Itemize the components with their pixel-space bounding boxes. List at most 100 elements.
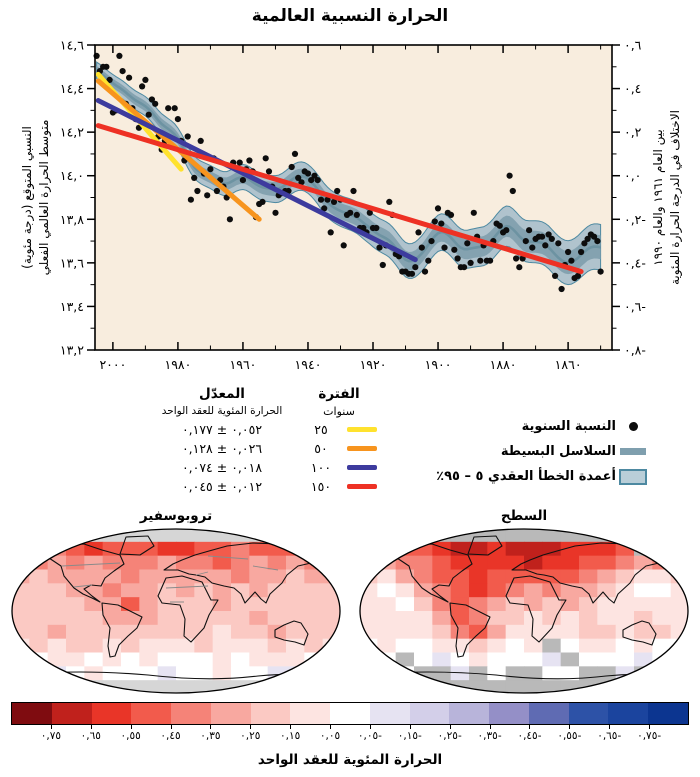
colorbar-boundary-label: ٠,٤٥ <box>160 730 181 742</box>
svg-text:٠,٢-: ٠,٢- <box>624 212 646 227</box>
colorbar-boundary-label: ٠,٥٥ <box>120 730 141 742</box>
colorbar-boundary-tick <box>609 725 611 729</box>
dot-symbol-icon <box>616 422 650 431</box>
colorbar-boundary-tick <box>649 725 651 729</box>
trend-color-swatch <box>344 465 380 470</box>
colorbar-segment <box>91 703 132 724</box>
svg-text:٠,٤-: ٠,٤- <box>624 255 646 270</box>
colorbar-boundary-label: ٠,٢٥- <box>437 730 462 742</box>
legend-section: الفترة المعدّل سنوات الحرارة المئوية للع… <box>0 380 700 507</box>
svg-text:٠,٦-: ٠,٦- <box>624 299 646 314</box>
svg-text:النسبي المتوقع (درجة مئوية): النسبي المتوقع (درجة مئوية) <box>20 126 35 269</box>
trend-period-value: ٢٥ <box>314 422 328 437</box>
trend-period-value: ١٥٠ <box>310 479 332 494</box>
temperature-time-series-chart: ١٤,٦ ١٤,٤ ١٤,٢ ١٤,٠ ١٣,٨ ١٣,٦ ١٣,٤ ١٣,٢ ٠,٦ ٠,٤ ٠,… <box>20 38 683 373</box>
trend-legend-row: ١٥٠ ٠,٠١٢ ± ٠,٠٤٥ <box>136 477 380 496</box>
colorbar-segment <box>608 703 649 724</box>
trend-legend-row: ١٠٠ ٠,٠١٨ ± ٠,٠٧٤ <box>136 458 380 477</box>
svg-text:١٣,٨: ١٣,٨ <box>60 212 84 227</box>
svg-text:٠,٦: ٠,٦ <box>624 38 642 53</box>
series-legend-item: النسبة السنوية <box>400 414 650 439</box>
bar-symbol-icon <box>616 448 650 455</box>
colorbar-boundary-label: ٠,٧٥- <box>637 730 662 742</box>
colorbar-segment <box>290 703 331 724</box>
colorbar-boundary-label: ٠,٤٥- <box>517 730 542 742</box>
svg-text:متوسط الحرارة العالمي الفعلي: متوسط الحرارة العالمي الفعلي <box>37 120 52 276</box>
series-legend-label: النسبة السنوية <box>521 419 616 434</box>
colorbar-segment <box>12 703 52 724</box>
rate-unit-label: الحرارة المئوية للعقد الواحد <box>161 405 283 417</box>
trend-rate-value: ٠,٠٥٢ ± ٠,١٧٧ <box>181 422 263 437</box>
colorbar-boundary-label: ٠,٣٥- <box>477 730 502 742</box>
trend-color-swatch <box>344 446 380 451</box>
colorbar-boundary-label: ٠,١٥ <box>280 730 301 742</box>
colorbar-boundary-tick <box>369 725 371 729</box>
colorbar-boundary-tick <box>569 725 571 729</box>
colorbar-boundary-tick <box>449 725 451 729</box>
trend-color-swatch <box>344 427 380 432</box>
svg-text:٢٠٠٠: ٢٠٠٠ <box>99 357 126 372</box>
trend-rate-legend: الفترة المعدّل سنوات الحرارة المئوية للع… <box>136 382 380 496</box>
trend-legend-subheader: سنوات الحرارة المئوية للعقد الواحد <box>136 402 380 420</box>
series-legend-item: السلاسل البسيطة <box>400 439 650 464</box>
surface-map-block: السطح <box>354 507 694 699</box>
colorbar-segment <box>250 703 291 724</box>
trend-legend-header: الفترة المعدّل <box>136 382 380 402</box>
trend-rate-value: ٠,٠٢٦ ± ٠,١٢٨ <box>181 441 263 456</box>
svg-text:١٩٤٠: ١٩٤٠ <box>295 357 322 372</box>
trend-rate-value: ٠,٠١٨ ± ٠,٠٧٤ <box>181 460 263 475</box>
surface-map-title: السطح <box>500 508 548 524</box>
svg-text:٠,٢: ٠,٢ <box>624 125 642 140</box>
colorbar-boundary-label: ٠,٦٥- <box>597 730 622 742</box>
colorbar-boundary-tick <box>90 725 92 729</box>
svg-text:الاختلاف في الدرجة الحرارة الم: الاختلاف في الدرجة الحرارة المئوية <box>668 110 683 285</box>
svg-text:١٩٠٠: ١٩٠٠ <box>425 357 452 372</box>
svg-text:١٤,٤: ١٤,٤ <box>60 81 84 96</box>
colorbar-boundary-tick <box>50 725 52 729</box>
svg-text:١٣,٢: ١٣,٢ <box>60 343 84 358</box>
trend-color-swatch <box>344 484 380 489</box>
svg-text:١٩٦٠: ١٩٦٠ <box>230 357 257 372</box>
svg-text:١٩٢٠: ١٩٢٠ <box>360 357 387 372</box>
colorbar-segment <box>449 703 490 724</box>
colorbar-segment <box>409 703 450 724</box>
colorbar-segment <box>330 703 370 724</box>
chart-title: الحرارة النسبية العالمية <box>251 6 449 26</box>
trend-period-value: ٥٠ <box>314 441 328 456</box>
series-legend-rows: النسبة السنوية السلاسل البسيطة أعمدة الخ… <box>400 414 650 489</box>
colorbar-segment <box>369 703 410 724</box>
colorbar-boundary-tick <box>489 725 491 729</box>
colorbar-segment <box>51 703 92 724</box>
svg-text:١٣,٦: ١٣,٦ <box>60 255 84 270</box>
colorbar-segment <box>568 703 609 724</box>
colorbar-segment <box>131 703 172 724</box>
colorbar-boundary-tick <box>409 725 411 729</box>
colorbar-boundary-label: ٠,٣٥ <box>200 730 221 742</box>
trend-rate-value: ٠,٠١٢ ± ٠,٠٤٥ <box>181 479 263 494</box>
colorbar-boundary-label: ٠,١٥- <box>397 730 422 742</box>
series-legend-item: أعمدة الخطأ العقدي ٥ – ٩٥٪ <box>400 464 650 489</box>
colorbar-boundary-tick <box>130 725 132 729</box>
colorbar-section: ٠,٧٥ ٠,٦٥ ٠,٥٥ ٠,٤٥ ٠,٣٥ ٠,٢٥ ٠,١٥ ٠,٠٥ ٠,٠٥- ٠,١… <box>0 702 700 768</box>
svg-text:١٤,٢: ١٤,٢ <box>60 125 84 140</box>
svg-text:١٨٨٠: ١٨٨٠ <box>490 357 517 372</box>
colorbar-boundary-label: ٠,٥٥- <box>557 730 582 742</box>
svg-text:٠,٤: ٠,٤ <box>624 81 641 96</box>
series-legend-label: السلاسل البسيطة <box>500 444 616 459</box>
surface-trend-map <box>359 528 689 694</box>
colorbar-segment <box>171 703 211 724</box>
colorbar-boundary-label: ٠,٠٥ <box>319 730 341 742</box>
colorbar-boundary-label: ٠,٦٥ <box>80 730 101 742</box>
trend-legend-row: ٢٥ ٠,٠٥٢ ± ٠,١٧٧ <box>136 420 380 439</box>
troposphere-map-title: تروبوسفير <box>139 508 213 524</box>
period-header: الفترة <box>318 386 360 402</box>
svg-text:١٣,٤: ١٣,٤ <box>60 299 84 314</box>
colorbar-labels: ٠,٧٥ ٠,٦٥ ٠,٥٥ ٠,٤٥ ٠,٣٥ ٠,٢٥ ٠,١٥ ٠,٠٥ ٠,٠٥- ٠,١… <box>11 725 689 745</box>
colorbar-boundary-label: ٠,٧٥ <box>40 730 62 742</box>
svg-text:١٨٦٠: ١٨٦٠ <box>555 357 582 372</box>
period-unit-label: سنوات <box>323 404 355 418</box>
box-symbol-icon <box>616 468 650 485</box>
svg-text:بين العام ١٩٦١ والعام ١٩٩٠: بين العام ١٩٦١ والعام ١٩٩٠ <box>651 129 666 265</box>
colorbar-segment <box>648 703 689 724</box>
